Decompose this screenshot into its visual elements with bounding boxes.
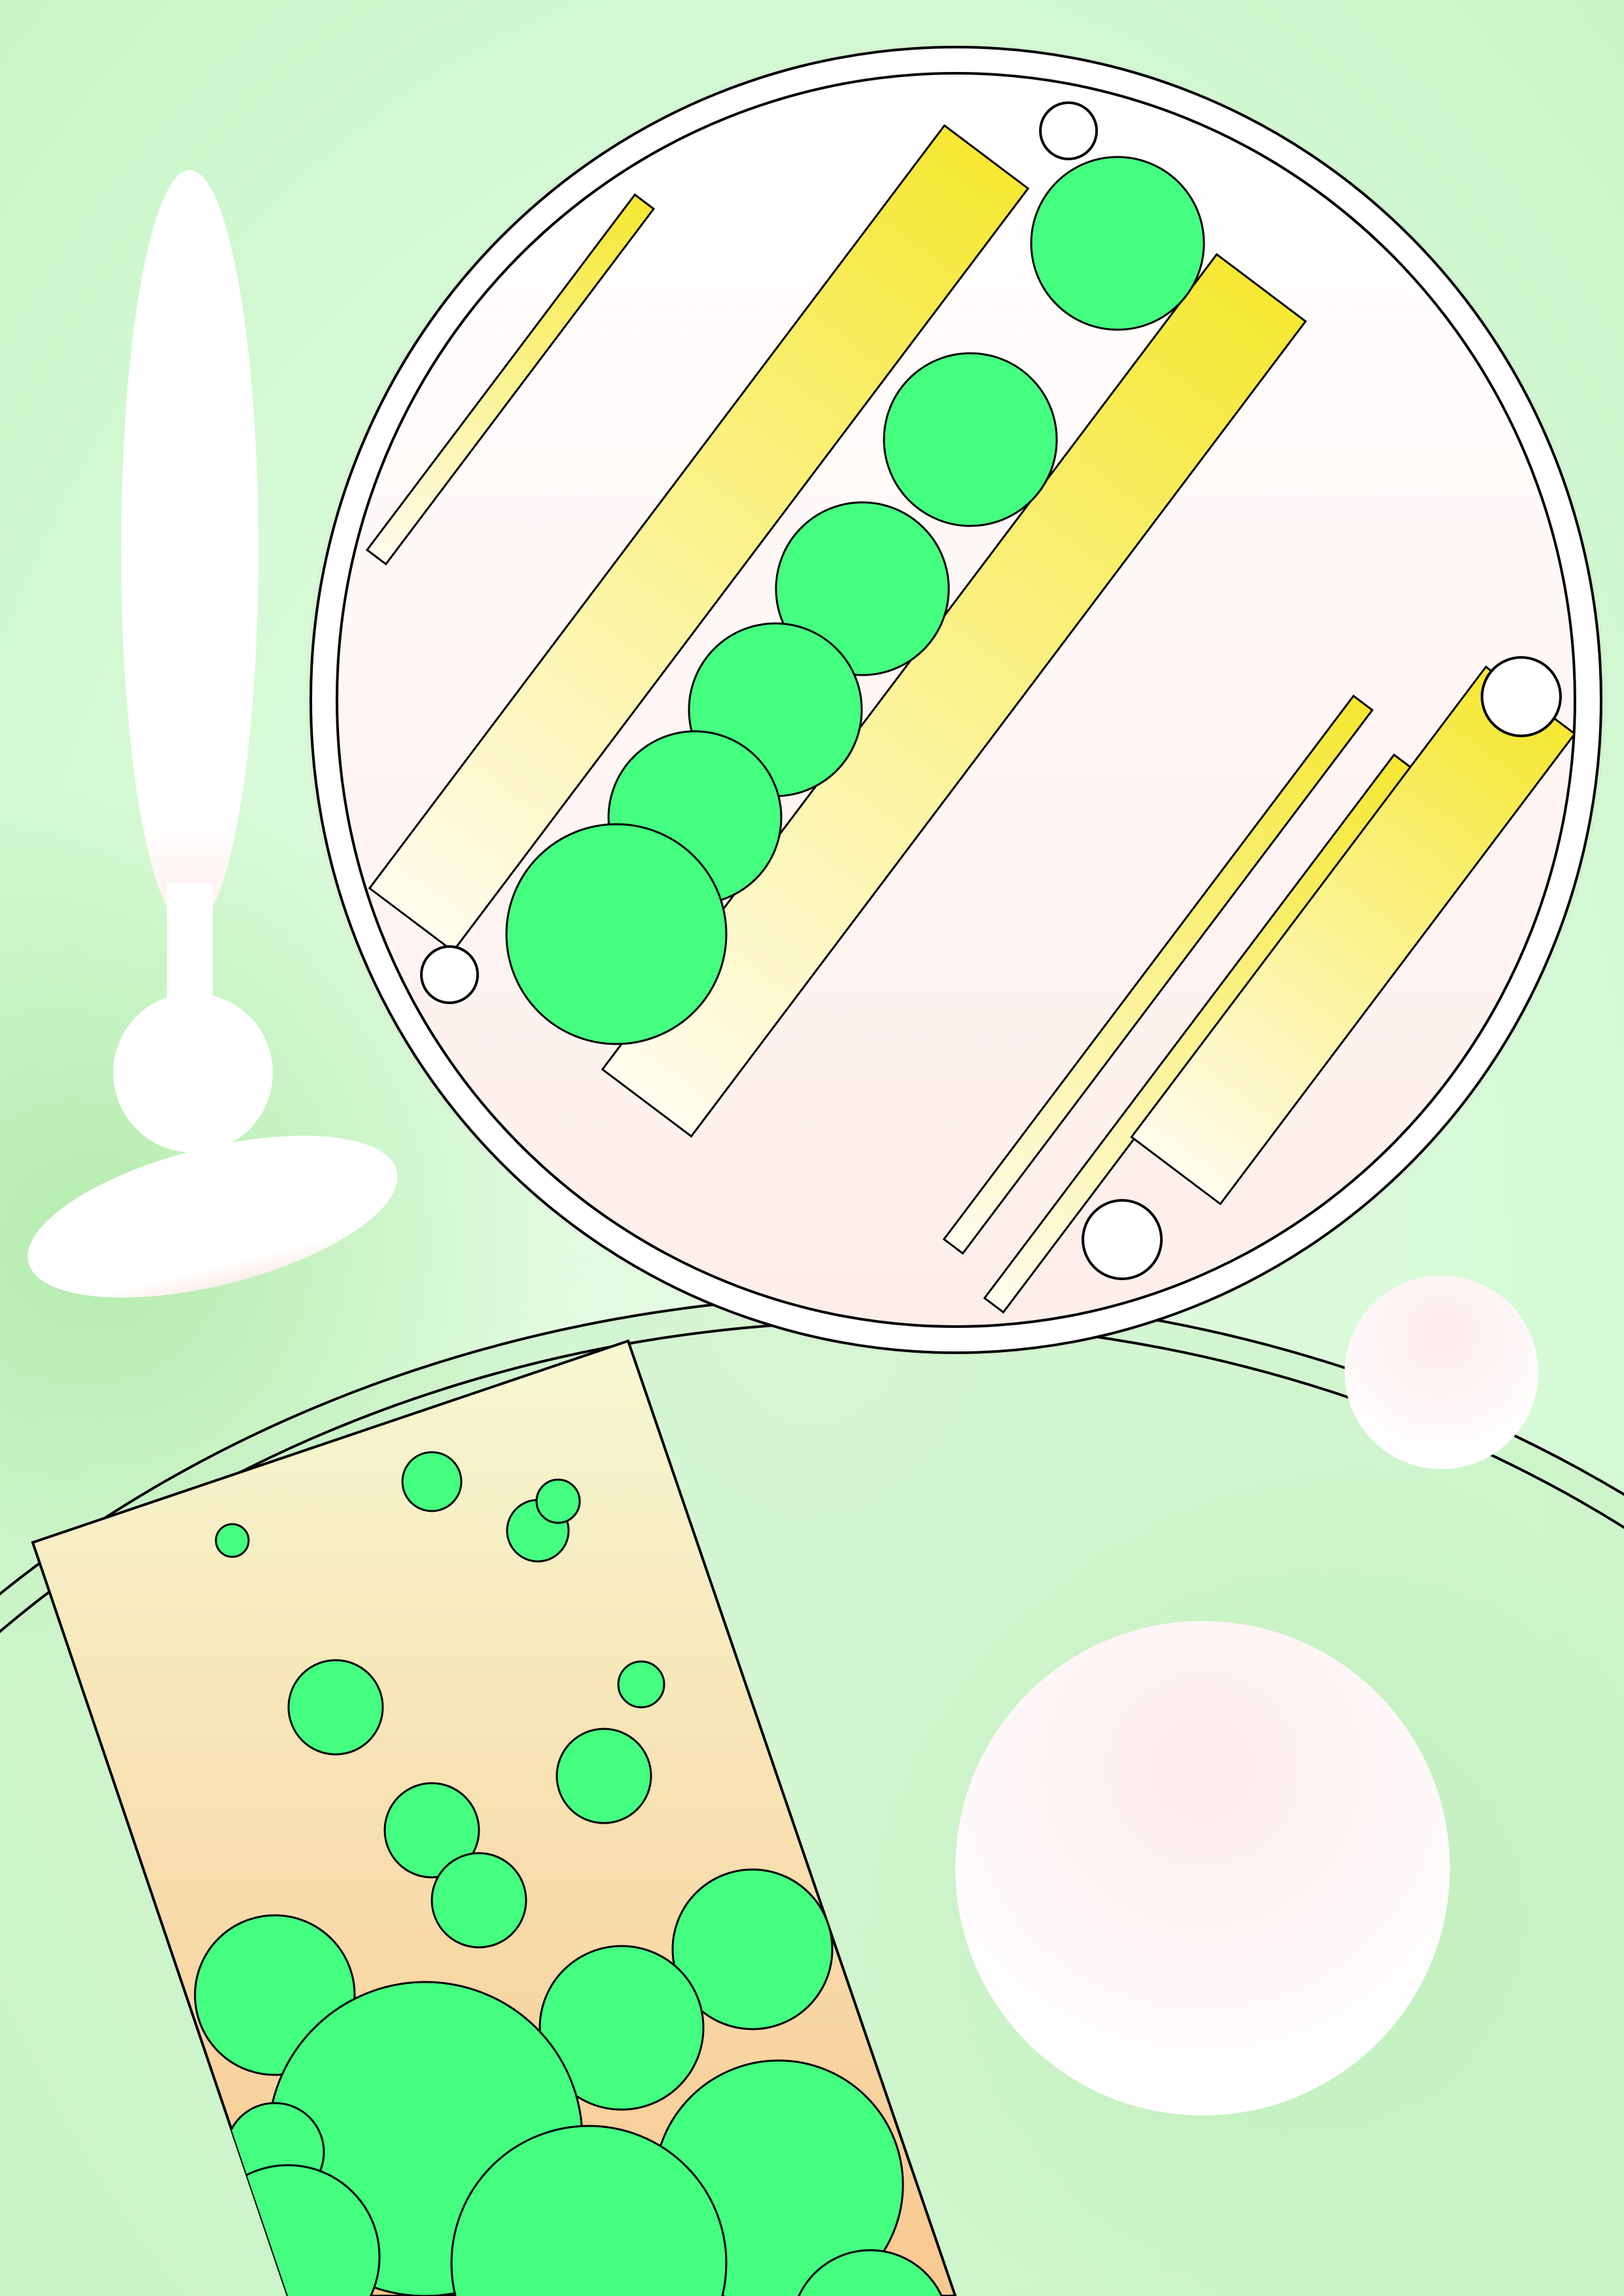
glass-bubble — [215, 1523, 250, 1558]
glass-bubble — [401, 1451, 463, 1512]
glass-bubble — [287, 1659, 384, 1756]
glass-bubble — [790, 2249, 950, 2296]
dish-bubble — [505, 823, 728, 1045]
glass-bubble — [617, 1660, 665, 1709]
small-white-sphere — [1345, 1276, 1538, 1469]
white-totem-figure — [27, 170, 398, 1298]
white-bead — [1039, 101, 1098, 160]
strip-thin-left — [365, 193, 656, 566]
glass-bubble — [450, 2125, 728, 2296]
glass-bubble — [538, 1945, 705, 2111]
glass-bubble — [383, 1782, 480, 1879]
dish-bubble — [883, 352, 1058, 527]
glass-bubble — [431, 1852, 527, 1949]
dish-bubble — [775, 501, 950, 676]
large-white-sphere — [955, 1621, 1450, 2115]
glass-bubble — [535, 1478, 581, 1524]
white-bead — [1481, 656, 1562, 737]
glass-bubble — [671, 1868, 834, 2030]
bubbling-glass — [31, 1339, 957, 2296]
strip-wide-upper — [368, 124, 1030, 953]
magnified-petri-dish — [305, 43, 1607, 1357]
dish-bubble — [1030, 156, 1205, 331]
strip-thin-right-a — [942, 694, 1374, 1255]
white-bead — [420, 945, 479, 1004]
glass-bubble — [556, 1728, 652, 1824]
white-bead — [1082, 1199, 1163, 1280]
